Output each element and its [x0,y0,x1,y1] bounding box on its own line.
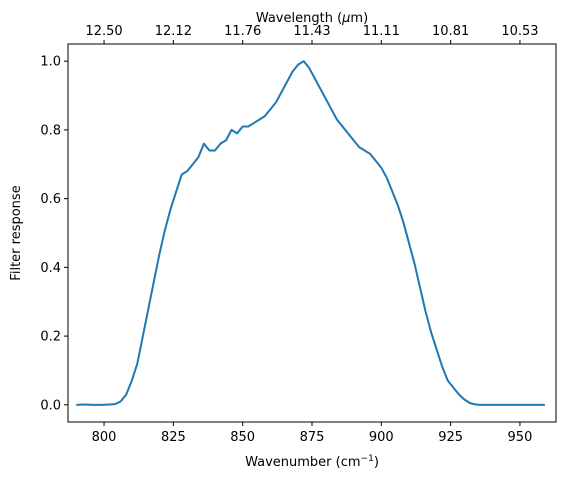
y-tick-label: 1.0 [40,55,61,70]
y-tick-label: 0.2 [40,330,61,345]
plot-area-frame [67,43,557,423]
top-x-tick-label: 11.76 [224,24,261,39]
top-x-tick-label: 10.53 [501,24,538,39]
x-tick-label: 875 [300,430,325,445]
ticks-layer: 800 825 850 875 900 925 950 12.50 12.12 11.76 11.4… [40,24,538,445]
x-tick-label: 825 [161,430,186,445]
y-tick-label: 0.0 [40,398,61,413]
top-x-tick-label: 12.50 [85,24,122,39]
top-x-tick-label: 12.12 [155,24,192,39]
top-x-tick-label: 11.11 [363,24,400,39]
x-tick-label: 850 [230,430,255,445]
x-tick-label: 950 [508,430,533,445]
y-tick-label: 0.8 [40,123,61,138]
filter-response-line [76,60,545,406]
x-tick-label: 925 [438,430,463,445]
top-x-tick-label: 10.81 [432,24,469,39]
y-tick-label: 0.6 [40,192,61,207]
y-tick-label: 0.4 [40,261,61,276]
y-axis-title: Filter response [9,185,24,280]
top-x-axis-title: Wavelength (μm) [256,11,368,26]
x-tick-label: 800 [92,430,117,445]
x-tick-label: 900 [369,430,394,445]
top-x-tick-label: 11.43 [293,24,330,39]
x-axis-title: Wavenumber (cm−1) [245,454,379,470]
